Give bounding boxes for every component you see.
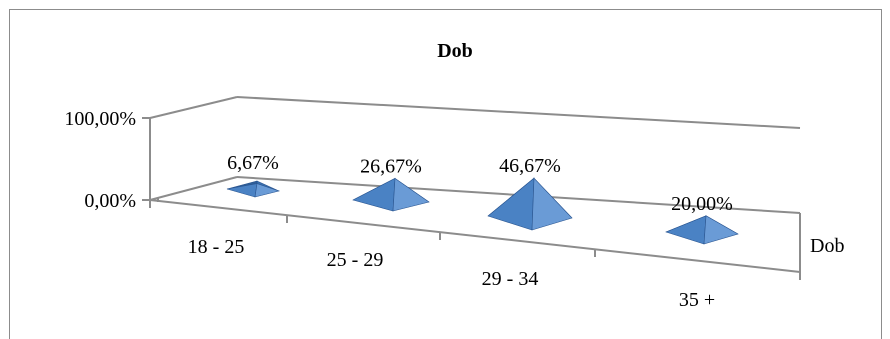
- depth-axis-label: Dob: [810, 235, 844, 257]
- pyramid-0-face-3: [254, 183, 281, 198]
- pyramid-2: [487, 177, 573, 231]
- chart-title: Dob: [437, 40, 473, 62]
- pyramid-3-face-2: [665, 215, 707, 245]
- pyramid-3: [665, 215, 739, 245]
- category-tick-marks: [142, 117, 801, 280]
- data-labels: 6,67% 26,67% 46,67% 20,00%: [227, 152, 733, 215]
- pyramid-0: [226, 180, 281, 198]
- pyramid-1-face-3: [392, 177, 430, 212]
- chart-area: [9, 9, 882, 339]
- pyramid-2-face-3: [531, 177, 573, 231]
- pyramid-series: [226, 177, 739, 245]
- pyramid-1: [352, 177, 430, 212]
- x-tick-label-1: 25 - 29: [327, 249, 384, 271]
- y-tick-label-max: 100,00%: [64, 108, 136, 130]
- x-tick-label-3: 35 +: [679, 289, 715, 311]
- pyramid-1-face-2: [352, 177, 396, 212]
- pyramid-2-face-2: [487, 177, 535, 231]
- y-tick-label-min: 0,00%: [84, 190, 136, 212]
- data-label-0: 6,67%: [227, 152, 279, 174]
- data-label-2: 46,67%: [499, 155, 561, 177]
- x-tick-label-0: 18 - 25: [188, 236, 245, 258]
- data-label-3: 20,00%: [671, 193, 733, 215]
- x-tick-label-2: 29 - 34: [482, 268, 539, 290]
- pyramid-3-face-3: [703, 215, 739, 245]
- data-label-1: 26,67%: [360, 155, 422, 177]
